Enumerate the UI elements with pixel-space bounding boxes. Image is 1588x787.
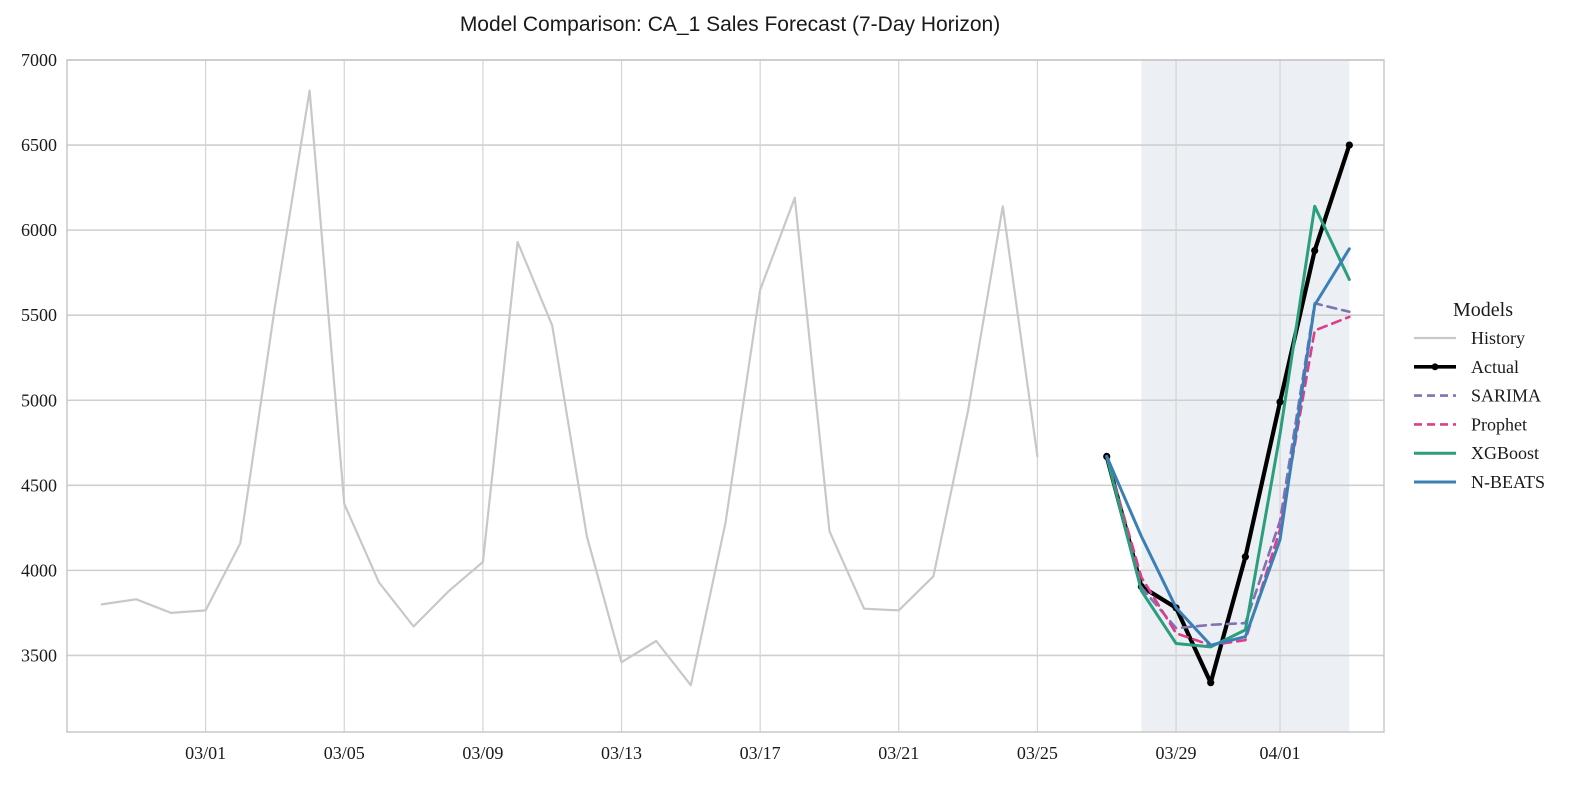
series-line-prophet <box>1105 315 1351 647</box>
actual-point <box>1345 141 1353 149</box>
x-tick-label: 03/17 <box>740 743 781 763</box>
legend-label-n-beats: N-BEATS <box>1471 472 1545 492</box>
legend-title: Models <box>1453 299 1513 321</box>
series-line-xgboost <box>1105 204 1351 649</box>
actual-point <box>1311 246 1319 255</box>
legend-label-xgboost: XGBoost <box>1471 443 1539 463</box>
y-tick-label: 7000 <box>21 50 57 70</box>
x-tick-label: 03/29 <box>1156 743 1197 763</box>
y-tick-label: 6500 <box>21 135 57 155</box>
x-tick-label: 04/01 <box>1260 743 1301 763</box>
legend-label-prophet: Prophet <box>1471 414 1527 434</box>
y-tick-label: 5000 <box>21 390 57 410</box>
series-line-history <box>100 89 1039 687</box>
y-tick-label: 4500 <box>21 475 57 495</box>
x-tick-label: 03/05 <box>324 743 365 763</box>
x-tick-label: 03/25 <box>1017 743 1058 763</box>
actual-point <box>1207 679 1215 687</box>
chart-title: Model Comparison: CA_1 Sales Forecast (7… <box>460 13 1000 36</box>
y-tick-label: 6000 <box>21 220 57 240</box>
legend-label-actual: Actual <box>1471 357 1519 377</box>
y-tick-label: 3500 <box>21 645 57 665</box>
plot-area: 3500 4000 4500 5000 5500 6000 6500 7000 03/01 03/… <box>21 50 1385 763</box>
y-tick-label: 4000 <box>21 560 57 580</box>
x-tick-label: 03/01 <box>185 743 226 763</box>
legend-label-sarima: SARIMA <box>1471 386 1541 406</box>
legend-label-history: History <box>1471 328 1525 348</box>
plot-border <box>66 59 1385 733</box>
series-line-n-beats <box>1105 247 1351 647</box>
legend: Models History Actual SARIMA Prophet XGBoost… <box>1414 299 1545 492</box>
x-tick-label: 03/13 <box>601 743 642 763</box>
x-tick-label: 03/09 <box>462 743 503 763</box>
legend-marker-actual <box>1431 363 1439 371</box>
y-tick-label: 5500 <box>21 305 57 325</box>
actual-point <box>1241 553 1249 561</box>
actual-point <box>1276 398 1284 406</box>
series-line-actual <box>1104 143 1352 685</box>
x-tick-label: 03/21 <box>878 743 919 763</box>
